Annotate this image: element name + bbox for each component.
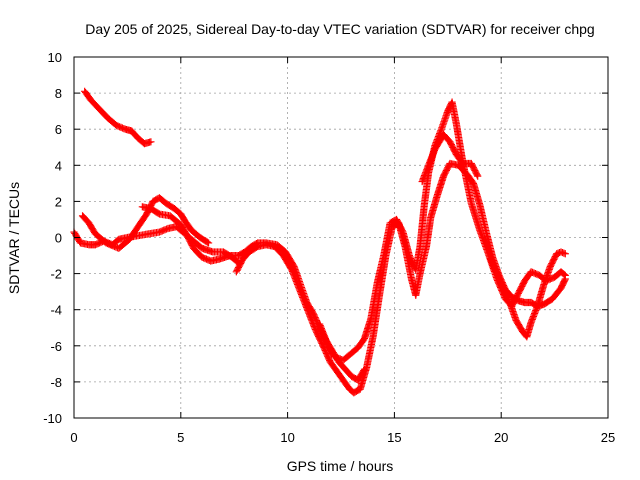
- x-tick-label: 10: [280, 430, 294, 445]
- y-axis-title: SDTVAR / TECUs: [6, 182, 22, 294]
- series-trace-7: [418, 131, 482, 186]
- y-tick-label: -10: [43, 411, 62, 426]
- data-series: [70, 87, 569, 397]
- series-trace-8: [486, 248, 569, 341]
- series-trace-1: [81, 87, 155, 148]
- series-trace-5: [232, 159, 569, 397]
- data-point: [147, 138, 155, 146]
- x-tick-label: 5: [177, 430, 184, 445]
- chart-title: Day 205 of 2025, Sidereal Day-to-day VTE…: [85, 21, 594, 37]
- data-point: [560, 270, 568, 279]
- y-tick-labels: -10 -8 -6 -4 -2 0 2 4 6 8 10: [43, 50, 62, 426]
- series-trace-3: [78, 194, 213, 252]
- x-tick-label: 0: [70, 430, 77, 445]
- y-tick-label: 0: [55, 231, 62, 246]
- data-point: [561, 250, 569, 258]
- x-axis-title: GPS time / hours: [287, 458, 394, 474]
- y-tick-label: -8: [50, 375, 62, 390]
- data-point: [204, 239, 213, 247]
- x-tick-label: 20: [494, 430, 508, 445]
- data-point: [561, 271, 569, 280]
- y-tick-label: -2: [50, 267, 62, 282]
- y-tick-label: 10: [48, 50, 62, 65]
- data-point: [560, 249, 568, 257]
- y-tick-label: 2: [55, 194, 62, 209]
- y-tick-label: 8: [55, 86, 62, 101]
- y-tick-label: 4: [55, 158, 62, 173]
- y-tick-label: -4: [50, 303, 62, 318]
- y-tick-label: 6: [55, 122, 62, 137]
- x-tick-label: 25: [601, 430, 615, 445]
- data-point: [474, 172, 482, 180]
- x-tick-label: 15: [387, 430, 401, 445]
- x-tick-labels: 0 5 10 15 20 25: [70, 430, 615, 445]
- axis-ticks: [73, 56, 609, 419]
- data-point: [473, 171, 481, 179]
- data-point: [203, 238, 211, 246]
- y-tick-label: -6: [50, 339, 62, 354]
